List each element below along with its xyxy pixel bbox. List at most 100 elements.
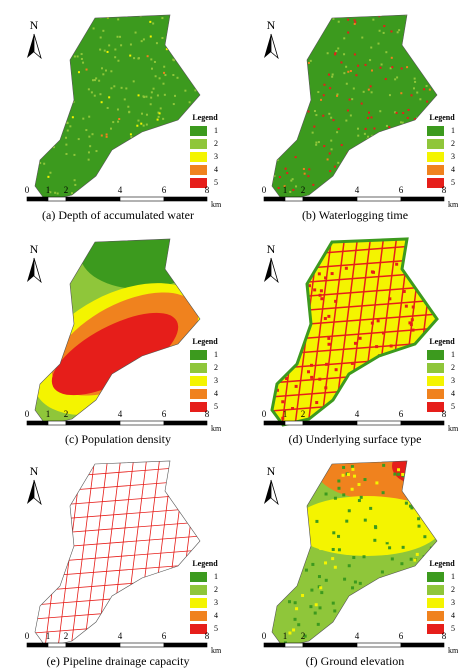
map-cell xyxy=(327,342,331,346)
map-cell xyxy=(106,106,109,109)
map-cell xyxy=(169,173,172,176)
map-cell xyxy=(141,112,144,115)
map-cell xyxy=(388,546,392,550)
map-cell xyxy=(400,67,403,70)
map-cell xyxy=(331,557,335,561)
map-cell xyxy=(409,47,412,50)
map-cell xyxy=(396,180,399,183)
map-cell xyxy=(161,165,164,168)
map-cell xyxy=(286,520,290,524)
map-cell xyxy=(404,304,408,308)
map-cell xyxy=(181,170,184,173)
map-cell xyxy=(272,119,275,122)
map-cell xyxy=(311,131,314,134)
scale-label: 6 xyxy=(162,409,167,419)
scale-segment xyxy=(47,642,67,648)
map-cell xyxy=(314,20,317,23)
map-cell xyxy=(381,491,385,495)
map-cell xyxy=(438,428,441,431)
zone xyxy=(51,312,179,396)
map-cell xyxy=(290,179,293,182)
scale-segment xyxy=(302,642,358,648)
legend-swatch xyxy=(427,572,444,582)
map-cell xyxy=(347,18,350,21)
map-cell xyxy=(329,170,332,173)
map-cell xyxy=(48,72,51,75)
map-cell xyxy=(198,202,200,204)
map-cell xyxy=(413,558,417,562)
map-cell xyxy=(64,16,67,19)
map-cell xyxy=(184,179,187,182)
map-cell xyxy=(362,555,366,559)
map-cell xyxy=(406,166,409,169)
scale-segment xyxy=(26,420,49,426)
map-cell xyxy=(389,67,392,70)
map-cell xyxy=(351,608,355,612)
map-cell xyxy=(317,91,320,94)
map-cell xyxy=(74,183,77,186)
map-cell xyxy=(177,144,180,147)
map-cell xyxy=(410,94,413,97)
map-cell xyxy=(30,38,32,40)
map-cell xyxy=(352,87,355,90)
map-cell xyxy=(272,56,273,59)
map-cell xyxy=(353,53,356,56)
map-cell xyxy=(92,27,95,30)
map-cell xyxy=(145,123,148,126)
map-cell xyxy=(158,77,161,80)
map-cell xyxy=(369,59,372,62)
north-arrow xyxy=(33,33,42,60)
map-cell xyxy=(377,171,380,174)
map-cell xyxy=(396,137,399,140)
map-cell xyxy=(405,150,408,153)
map-cell xyxy=(163,129,166,132)
map-cell xyxy=(408,472,412,476)
map-cell xyxy=(386,606,390,610)
map-cell xyxy=(170,32,173,35)
map-cell xyxy=(390,30,393,33)
map-cell xyxy=(396,171,399,174)
map-cell xyxy=(349,609,353,613)
scale-label: 0 xyxy=(262,409,267,419)
map-cell xyxy=(335,398,339,402)
scale-label: 2 xyxy=(64,409,69,419)
map-cell xyxy=(329,87,332,90)
map-cell xyxy=(301,593,305,597)
map-cell xyxy=(341,194,344,197)
map-cell xyxy=(160,194,163,197)
map-cell xyxy=(119,35,122,38)
map-cell xyxy=(337,20,340,23)
map-cell xyxy=(358,581,362,585)
map-cell xyxy=(384,169,387,172)
map-cell xyxy=(87,158,90,161)
map-cell xyxy=(163,65,166,68)
map-cell xyxy=(328,152,331,155)
map-cell xyxy=(137,119,140,122)
map-cell xyxy=(302,167,305,170)
map-cell xyxy=(131,170,134,173)
map-cell xyxy=(415,632,419,636)
map-cell xyxy=(333,609,337,613)
map-cell xyxy=(358,336,362,340)
map-cell xyxy=(153,162,156,165)
map-cell xyxy=(388,94,391,97)
map-cell xyxy=(147,162,150,165)
map-cell xyxy=(188,22,191,25)
map-cell xyxy=(82,61,85,64)
map-cell xyxy=(317,461,321,462)
map-cell xyxy=(320,591,324,595)
map-cell xyxy=(330,517,334,521)
map-cell xyxy=(376,319,380,323)
map-cell xyxy=(49,58,52,61)
map-cell xyxy=(71,116,74,119)
map-cell xyxy=(374,615,378,619)
legend-title: Legend xyxy=(429,337,455,346)
scale-label: 0 xyxy=(25,185,30,195)
map-cell xyxy=(174,94,177,97)
map-cell xyxy=(100,101,103,104)
map-cell xyxy=(377,42,380,45)
map-cell xyxy=(184,57,187,60)
map-cell xyxy=(401,157,404,160)
map-cell xyxy=(353,19,356,22)
map-cell xyxy=(416,470,420,474)
